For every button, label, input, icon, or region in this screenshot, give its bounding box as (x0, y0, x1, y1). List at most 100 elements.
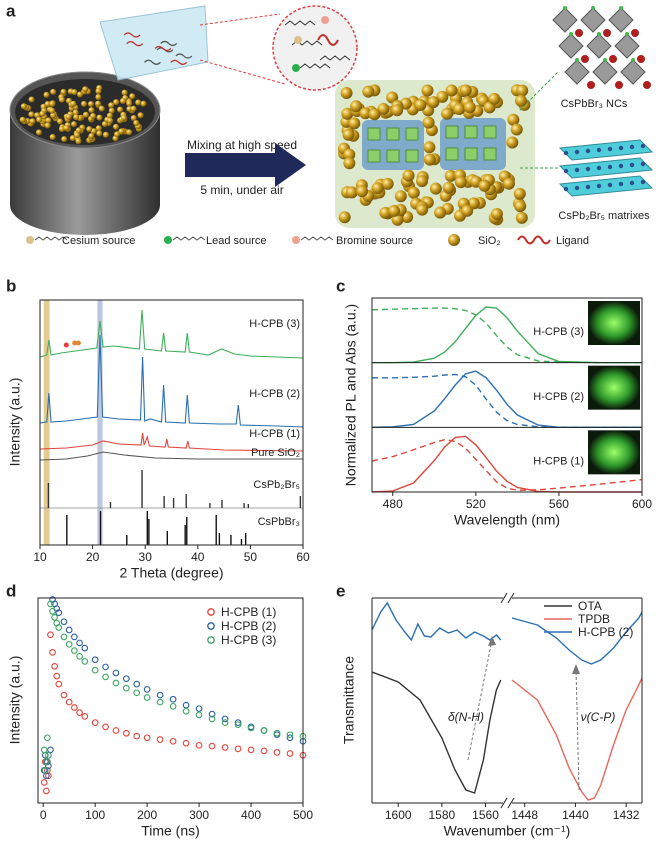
x-tick-label: 60 (296, 550, 310, 564)
atom (292, 64, 300, 72)
sio2-ball (394, 190, 407, 203)
sio2-ball (490, 208, 503, 221)
sio2-ball (381, 177, 394, 190)
octahedron (592, 59, 618, 85)
data-point (247, 746, 255, 754)
sio2-ball (44, 100, 51, 107)
inset-photo (588, 301, 640, 345)
sio2-ball (87, 100, 94, 107)
sio2-ball (102, 131, 109, 138)
sio2-ball (442, 181, 455, 194)
sio2-ball (423, 141, 436, 154)
br-atom (569, 32, 573, 36)
cs-atom (643, 81, 651, 89)
sio2-ball (434, 206, 447, 219)
data-point (91, 719, 99, 726)
data-point (81, 644, 89, 652)
atom (607, 146, 613, 152)
sio2-ball (61, 136, 68, 143)
axis-break (500, 797, 508, 809)
sio2-ball (45, 117, 52, 124)
atom (585, 148, 591, 154)
data-point (221, 719, 229, 726)
guide-arrowhead (488, 636, 496, 646)
data-point (42, 787, 50, 795)
abs-line (372, 373, 642, 428)
sio2-ball (70, 121, 77, 128)
y-axis-title: Intensity (a.u.) (7, 656, 23, 745)
xrd-line (39, 334, 304, 428)
sio2-ball (478, 179, 491, 192)
legend-label: Ligand (556, 235, 589, 247)
x-axis-title: Wavelength (nm) (454, 512, 560, 528)
data-point (47, 600, 54, 608)
sio2-ball (515, 211, 528, 224)
legend-label: OTA (578, 599, 602, 613)
panel-label: a (6, 1, 16, 20)
sio2-ball (338, 211, 351, 224)
legend-marker (207, 636, 215, 644)
sio2-ball (340, 87, 353, 100)
subplot-label: H-CPB (1) (533, 456, 584, 468)
sio2-ball (29, 118, 36, 125)
inset-photo (588, 430, 640, 475)
data-point (45, 751, 52, 759)
sio2-ball (416, 175, 429, 188)
sio2-ball (75, 138, 82, 145)
data-point (81, 713, 89, 720)
data-point (133, 680, 141, 688)
data-point (182, 701, 190, 709)
sio2-ball (343, 157, 356, 170)
sio2-ball (50, 112, 57, 119)
link (519, 71, 559, 111)
matrix-layer (558, 175, 654, 197)
sio2-ball (348, 117, 361, 130)
cs-atom (603, 29, 611, 37)
x-tick-label: 480 (383, 497, 403, 511)
x-tick-label: 1440 (562, 808, 589, 822)
axis-break (507, 797, 515, 809)
cs-atom (587, 81, 595, 89)
br-atom (603, 58, 607, 62)
sio2-ball (96, 114, 103, 121)
data-point (195, 711, 203, 719)
arrow (185, 143, 306, 187)
atom (618, 181, 624, 187)
atom (596, 165, 602, 171)
guide-arrow (575, 667, 580, 791)
data-point (143, 686, 151, 693)
sio2-ball (459, 84, 472, 97)
sio2-ball (427, 96, 440, 109)
data-point (51, 662, 58, 670)
series-label: H-CPB (2) (249, 388, 300, 400)
sio2-ball (414, 98, 427, 111)
zigzag (319, 55, 351, 61)
sio2-ball (388, 204, 401, 217)
cs-atom (581, 55, 589, 63)
sio2-ball (350, 100, 363, 113)
atom (563, 150, 569, 156)
br-atom (625, 32, 629, 36)
sio2-ball (58, 96, 65, 103)
data-point (71, 633, 78, 641)
sio2-ball (343, 148, 356, 161)
legend-label: H-CPB (2) (221, 619, 276, 633)
atom (585, 184, 591, 190)
x-tick-label: 1580 (429, 808, 456, 822)
sio2-ball (368, 108, 381, 121)
sio2-ball (516, 84, 529, 97)
series-label: CsPb₂Br₅ (253, 479, 300, 491)
legend-atom (292, 236, 300, 244)
ligand (160, 40, 178, 47)
sio2-ball (135, 99, 142, 106)
sio2-ball (98, 105, 105, 112)
legend-chain (172, 236, 206, 241)
zoom-line (199, 59, 286, 85)
octahedron (614, 33, 640, 59)
sio2-ball (422, 116, 435, 129)
atom (574, 149, 580, 155)
data-point (112, 679, 120, 687)
data-point (156, 698, 164, 706)
octahedron (564, 59, 590, 85)
sio2-ball (359, 107, 372, 120)
